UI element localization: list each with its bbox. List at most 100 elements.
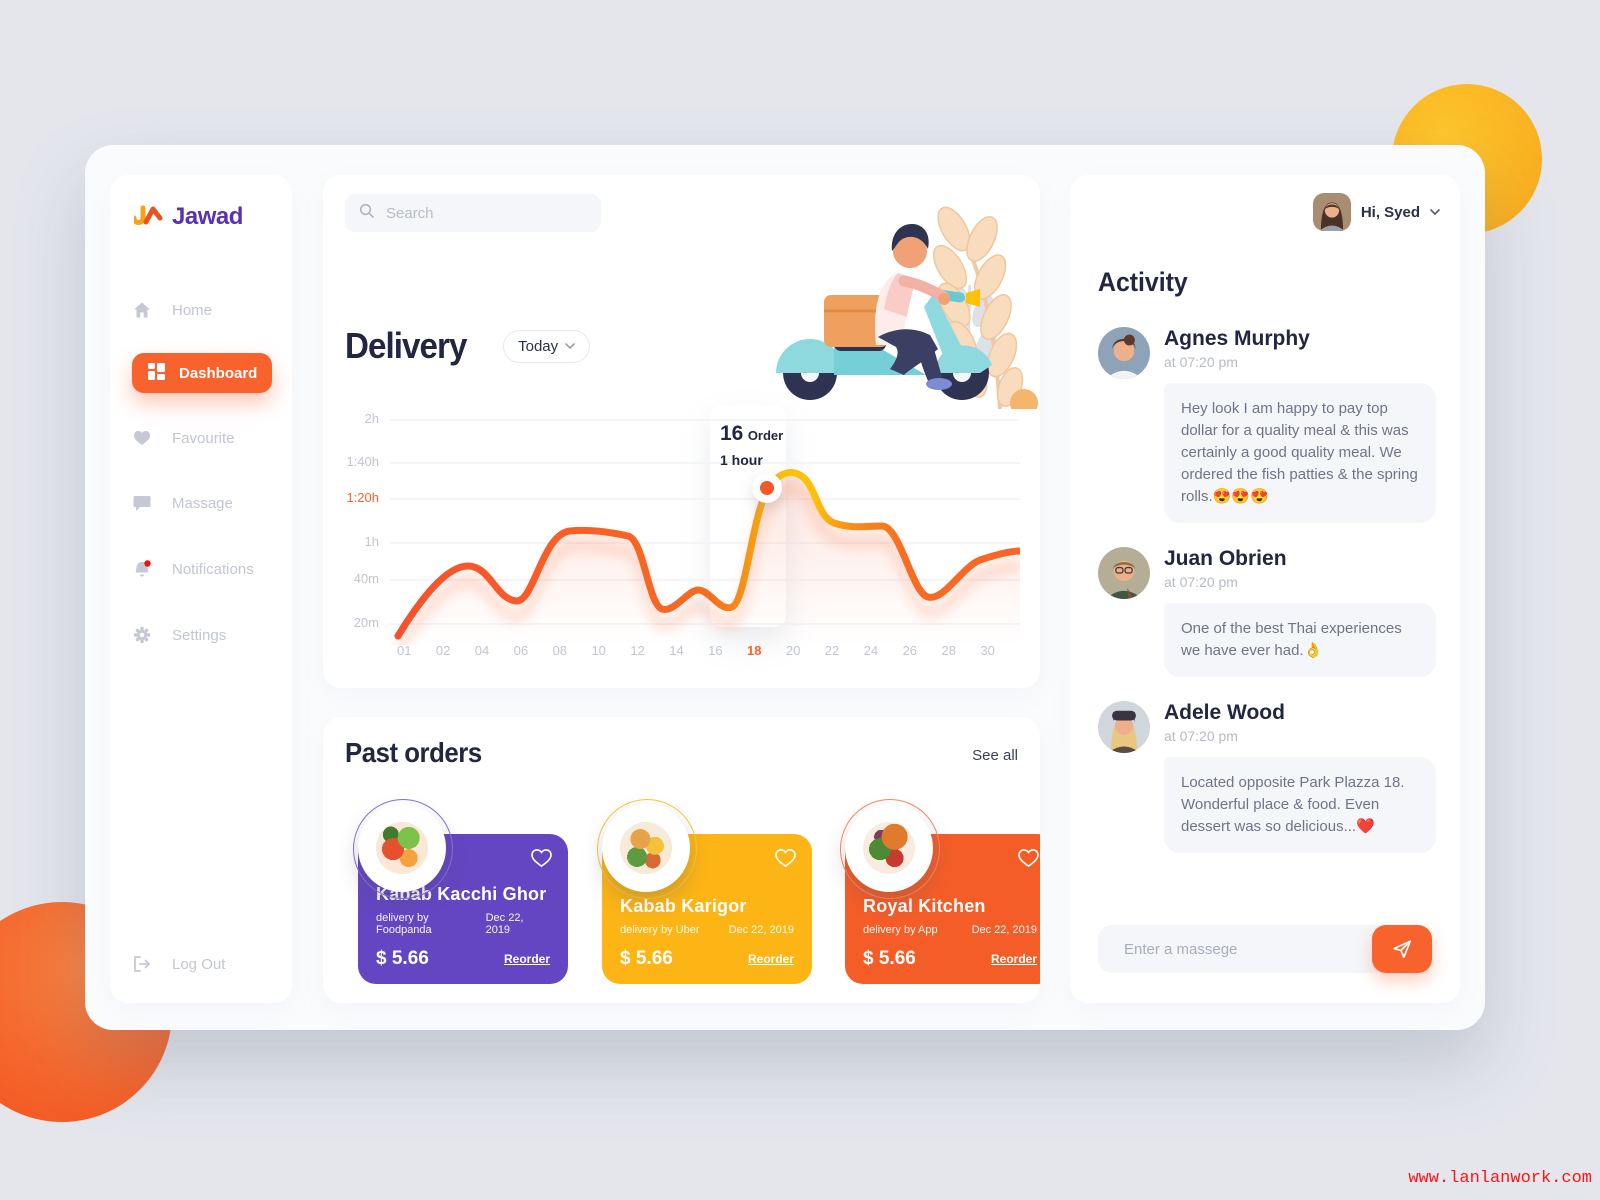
order-delivery-by: delivery by Uber — [620, 924, 700, 936]
delivery-line-chart — [390, 419, 1020, 645]
x-axis-labels: 01 02 04 06 08 10 12 14 16 18 20 22 24 26 28 30 — [397, 643, 995, 658]
y-tick-140h: 1:40h — [346, 454, 379, 469]
avatar — [1098, 547, 1150, 600]
activity-user-name: Agnes Murphy — [1164, 327, 1310, 350]
avatar — [1098, 327, 1150, 379]
sidebar-item-label: Favourite — [172, 429, 235, 447]
favourite-heart-icon[interactable] — [1017, 848, 1040, 873]
sidebar-item-label: Home — [172, 301, 213, 319]
message-input-row — [1098, 925, 1432, 973]
sidebar-item-label: Massage — [172, 494, 233, 512]
send-plane-icon — [1393, 940, 1412, 959]
order-price: $ 5.66 — [376, 948, 429, 969]
order-delivery-by: delivery by Foodpanda — [376, 912, 432, 936]
order-date: Dec 22, 2019 — [728, 924, 794, 936]
activity-entry: Agnes Murphy at 07:20 pm Hey look I am h… — [1098, 327, 1436, 524]
activity-panel: Hi, Syed Activity — [1070, 175, 1460, 1003]
dashboard-icon — [148, 362, 165, 384]
search-icon — [359, 203, 375, 224]
order-price: $ 5.66 — [863, 948, 916, 969]
y-tick-40m: 40m — [353, 571, 379, 586]
y-tick-1h: 1h — [364, 534, 379, 549]
send-button[interactable] — [1372, 925, 1432, 973]
logo: Jawad — [134, 203, 243, 231]
sidebar-item-home[interactable]: Home — [132, 293, 282, 327]
chevron-down-icon — [565, 343, 575, 349]
activity-time: at 07:20 pm — [1164, 354, 1238, 370]
order-price: $ 5.66 — [620, 948, 673, 969]
activity-title: Activity — [1098, 267, 1188, 297]
heart-icon — [132, 430, 152, 446]
period-dropdown[interactable]: Today — [503, 329, 591, 363]
activity-time: at 07:20 pm — [1164, 574, 1238, 591]
home-icon — [132, 301, 152, 319]
favourite-heart-icon[interactable] — [530, 848, 553, 873]
order-delivery-by: delivery by App — [863, 924, 938, 936]
favourite-heart-icon[interactable] — [774, 848, 797, 873]
delivery-card: Delivery Today 2h 1:40h 1:20h 1h 40m 20m — [323, 175, 1040, 688]
order-card-royal-kitchen[interactable]: Royal Kitchen delivery by App Dec 22, 20… — [840, 799, 1040, 984]
user-menu[interactable]: Hi, Syed — [1312, 193, 1440, 231]
avatar — [1098, 701, 1150, 754]
sidebar: Jawad Home Dashboard — [110, 175, 292, 1003]
greeting-label: Hi, Syed — [1360, 203, 1420, 221]
chart-highlight-point[interactable] — [752, 473, 782, 503]
message-input[interactable] — [1098, 939, 1372, 959]
tooltip-unit: Order — [747, 428, 784, 443]
logo-icon — [134, 205, 163, 225]
activity-user-name: Juan Obrien — [1164, 547, 1287, 571]
activity-entry: Adele Wood at 07:20 pm Located opposite … — [1098, 701, 1436, 854]
logout-button[interactable]: Log Out — [132, 947, 282, 981]
activity-message: Located opposite Park Plazza 18. Wonderf… — [1164, 757, 1436, 854]
reorder-button[interactable]: Reorder — [990, 952, 1037, 966]
main-card: Jawad Home Dashboard — [85, 145, 1485, 1030]
logout-icon — [132, 956, 152, 972]
sidebar-item-settings[interactable]: Settings — [132, 618, 282, 652]
avatar — [1312, 193, 1351, 231]
logo-text: Jawad — [172, 203, 243, 230]
period-label: Today — [518, 337, 559, 355]
sidebar-item-favourite[interactable]: Favourite — [132, 421, 282, 455]
logout-label: Log Out — [172, 955, 226, 973]
bell-icon — [132, 559, 152, 579]
activity-time: at 07:20 pm — [1164, 728, 1238, 745]
see-all-link[interactable]: See all — [972, 747, 1018, 764]
activity-user-name: Adele Wood — [1164, 701, 1285, 725]
order-date: Dec 22, 2019 — [971, 924, 1037, 936]
tooltip-sub: 1 hour — [720, 451, 763, 468]
chevron-down-icon — [1430, 209, 1440, 215]
activity-message: Hey look I am happy to pay top dollar fo… — [1164, 383, 1436, 524]
search-box — [345, 194, 601, 232]
past-orders-title: Past orders — [345, 737, 482, 768]
sidebar-item-massage[interactable]: Massage — [132, 486, 282, 520]
food-photo — [602, 804, 690, 892]
y-tick-120h: 1:20h — [346, 490, 379, 505]
search-input[interactable] — [384, 203, 588, 223]
order-name: Kabab Karigor — [620, 896, 747, 916]
chat-icon — [132, 495, 152, 512]
past-orders-card: Past orders See all Kabab Kacchi Ghor de… — [323, 717, 1040, 1003]
tooltip-value: 16 — [720, 422, 744, 445]
food-photo — [845, 804, 933, 892]
sidebar-item-label: Settings — [172, 626, 227, 644]
delivery-title: Delivery — [345, 325, 467, 366]
sidebar-item-label: Notifications — [172, 560, 254, 578]
food-photo — [358, 804, 446, 892]
reorder-button[interactable]: Reorder — [503, 952, 550, 966]
sidebar-item-label: Dashboard — [179, 364, 258, 382]
activity-message: One of the best Thai experiences we have… — [1164, 603, 1436, 678]
reorder-button[interactable]: Reorder — [747, 952, 794, 966]
chart-tooltip: 16 Order 1 hour — [720, 418, 790, 471]
order-name: Royal Kitchen — [863, 896, 986, 916]
delivery-scooter-illustration — [738, 177, 1038, 417]
watermark: www.lanlanwork.com — [1408, 1169, 1592, 1188]
activity-entry: Juan Obrien at 07:20 pm One of the best … — [1098, 547, 1436, 678]
sidebar-item-notifications[interactable]: Notifications — [132, 552, 282, 586]
order-card-kabab-karigor[interactable]: Kabab Karigor delivery by Uber Dec 22, 2… — [597, 799, 812, 984]
gear-icon — [132, 626, 152, 644]
order-date: Dec 22, 2019 — [485, 912, 524, 936]
order-card-kabab-kacchi-ghor[interactable]: Kabab Kacchi Ghor delivery by Foodpanda … — [353, 799, 568, 984]
sidebar-item-dashboard[interactable]: Dashboard — [132, 353, 272, 393]
y-tick-20m: 20m — [353, 615, 379, 630]
